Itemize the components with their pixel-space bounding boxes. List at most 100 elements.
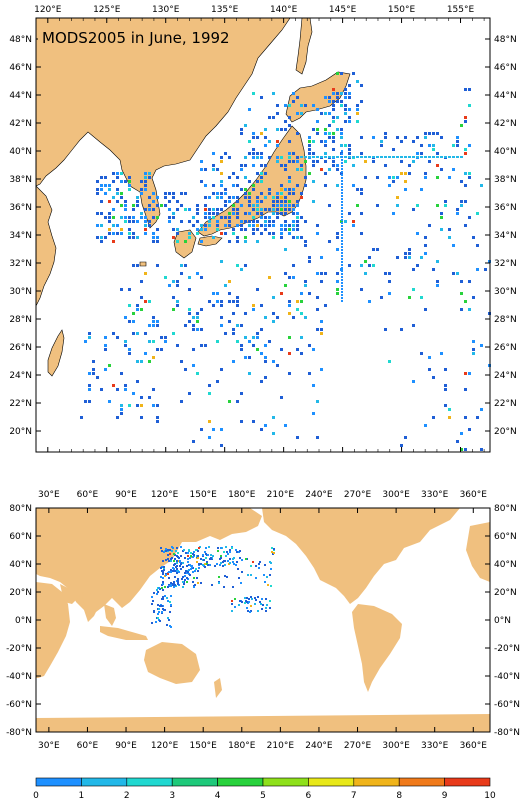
observation-cell [132, 392, 135, 395]
observation-cell [384, 132, 387, 135]
observation-cell [432, 144, 435, 147]
observation-cell [368, 156, 371, 158]
bottom-map: 30°E30°E60°E60°E90°E90°E120°E120°E150°E1… [6, 490, 520, 751]
observation-cell [220, 368, 223, 371]
observation-cell [238, 604, 240, 606]
observation-cell [164, 204, 167, 207]
observation-cell [256, 204, 259, 207]
observation-cell [220, 444, 223, 447]
observation-cell [240, 324, 243, 327]
observation-cell [236, 216, 239, 219]
observation-cell [168, 192, 171, 195]
observation-cell [236, 200, 239, 203]
observation-cell [276, 156, 279, 159]
observation-cell [192, 316, 195, 319]
observation-cell [88, 400, 91, 403]
observation-cell [240, 224, 243, 227]
observation-cell [216, 380, 219, 383]
observation-cell [140, 360, 143, 363]
observation-cell [364, 176, 367, 179]
observation-cell [96, 192, 99, 195]
observation-cell [280, 348, 283, 351]
observation-cell [96, 188, 99, 191]
observation-cell [256, 152, 259, 155]
observation-cell [440, 168, 443, 171]
observation-cell [360, 264, 363, 267]
observation-cell [128, 288, 131, 291]
observation-cell [428, 356, 431, 359]
observation-cell [189, 564, 191, 566]
observation-cell [324, 156, 327, 158]
observation-cell [176, 568, 178, 570]
observation-cell [296, 236, 299, 239]
observation-cell [212, 236, 215, 239]
observation-cell [456, 136, 459, 139]
observation-cell [264, 128, 267, 131]
observation-cell [120, 172, 123, 175]
observation-cell [304, 240, 307, 243]
observation-cell [128, 180, 131, 183]
observation-cell [156, 216, 159, 219]
observation-cell [124, 204, 127, 207]
observation-cell [162, 596, 164, 598]
observation-cell [248, 220, 251, 223]
observation-cell [216, 208, 219, 211]
observation-cell [128, 232, 131, 235]
observation-cell [448, 156, 451, 158]
observation-cell [232, 172, 235, 175]
observation-cell [128, 404, 131, 407]
observation-cell [144, 224, 147, 227]
observation-cell [340, 136, 343, 139]
observation-cell [272, 116, 275, 119]
observation-cell [144, 232, 147, 235]
observation-cell [239, 550, 241, 552]
observation-cell [204, 216, 207, 219]
observation-cell [168, 208, 171, 211]
observation-cell [316, 232, 319, 235]
observation-cell [104, 216, 107, 219]
observation-cell [292, 228, 295, 231]
top-map-observations [80, 72, 491, 451]
observation-cell [156, 264, 159, 267]
observation-cell [212, 168, 215, 171]
observation-cell [212, 208, 215, 211]
observation-cell [468, 280, 471, 283]
observation-cell [341, 183, 343, 185]
observation-cell [220, 192, 223, 195]
observation-cell [341, 264, 343, 266]
observation-cell [288, 200, 291, 203]
observation-cell [164, 586, 166, 588]
observation-cell [400, 328, 403, 331]
observation-cell [195, 568, 197, 570]
observation-cell [316, 328, 319, 331]
observation-cell [356, 108, 359, 111]
observation-cell [296, 96, 299, 99]
observation-cell [180, 360, 183, 363]
observation-cell [404, 172, 407, 175]
observation-cell [108, 364, 111, 367]
observation-cell [136, 404, 139, 407]
observation-cell [100, 188, 103, 191]
observation-cell [171, 557, 173, 559]
observation-cell [348, 264, 351, 267]
observation-cell [428, 132, 431, 135]
observation-cell [456, 272, 459, 275]
observation-cell [284, 220, 287, 223]
observation-cell [308, 148, 311, 151]
observation-cell [312, 164, 315, 167]
observation-cell [336, 92, 339, 95]
top-lat-label-right: 48°N [494, 35, 517, 45]
observation-cell [440, 216, 443, 219]
observation-cell [272, 312, 275, 315]
observation-cell [472, 236, 475, 239]
observation-cell [420, 188, 423, 191]
observation-cell [252, 164, 255, 167]
observation-cell [336, 184, 339, 187]
observation-cell [341, 285, 343, 287]
top-lat-label-left: 32°N [9, 259, 32, 269]
observation-cell [100, 184, 103, 187]
greenland [400, 508, 450, 530]
observation-cell [468, 104, 471, 107]
bottom-lon-label-bottom: 300°E [382, 741, 410, 751]
observation-cell [104, 184, 107, 187]
